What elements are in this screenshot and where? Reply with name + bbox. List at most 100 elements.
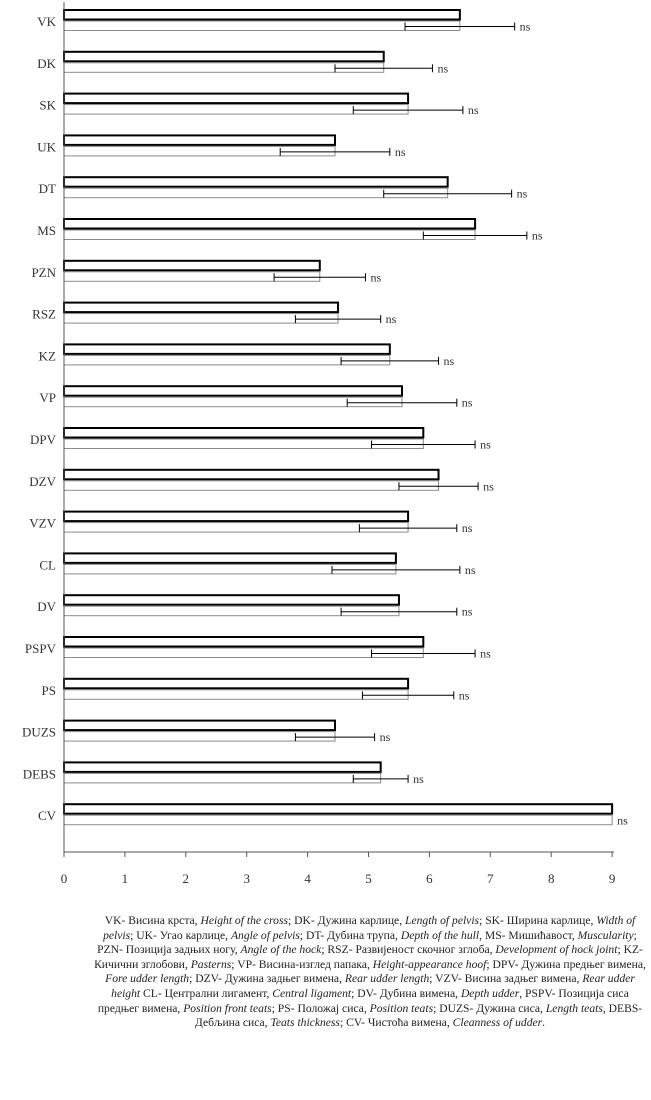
- category-label-kz: KZ: [39, 348, 56, 363]
- bar-dark-vk: [63, 9, 461, 21]
- category-label-vzv: VZV: [29, 516, 56, 531]
- bar-light-dk: [63, 62, 385, 73]
- bar-light-ps: [63, 689, 409, 700]
- category-label-ps: PS: [42, 683, 56, 698]
- significance-label-ms: ns: [532, 229, 543, 243]
- x-tick-label-1: 1: [122, 871, 129, 886]
- bar-dark-dt: [63, 176, 449, 188]
- significance-label-dt: ns: [517, 187, 528, 201]
- x-tick-label-0: 0: [61, 871, 68, 886]
- significance-label-uk: ns: [395, 145, 406, 159]
- bar-dark-dk: [63, 50, 385, 63]
- significance-label-rsz: ns: [386, 312, 397, 326]
- category-label-uk: UK: [37, 139, 56, 154]
- bar-dark-cl: [63, 552, 397, 564]
- caption-text: , MS- Мишићавост,: [479, 928, 578, 942]
- bar-dark-duzs: [63, 719, 337, 732]
- caption-term-en: Rear udder length: [344, 972, 430, 986]
- caption-term-en: Depth udder: [460, 986, 520, 1000]
- significance-label-vk: ns: [520, 20, 531, 34]
- x-tick-label-2: 2: [183, 871, 190, 886]
- bar-light-pzn: [63, 271, 321, 282]
- caption-text: ; VP- Висина-изглед папака,: [231, 957, 373, 971]
- category-label-dk: DK: [37, 56, 56, 71]
- caption-term-en: Width of pelvis: [103, 914, 636, 942]
- significance-label-cl: ns: [465, 563, 476, 577]
- caption-term-en: Cleanness of udder: [452, 1016, 543, 1030]
- caption-text: ; PS- Положај сиса,: [271, 1001, 370, 1015]
- significance-label-sk: ns: [468, 103, 479, 117]
- bar-dark-pzn: [63, 259, 321, 272]
- category-label-vp: VP: [39, 390, 56, 405]
- significance-label-vzv: ns: [462, 521, 473, 535]
- bar-dark-rsz: [63, 301, 340, 314]
- category-label-dt: DT: [39, 181, 56, 196]
- category-label-duzs: DUZS: [22, 725, 56, 740]
- caption-term-en: Teats thickness: [270, 1016, 340, 1030]
- category-label-cl: CL: [39, 557, 56, 572]
- caption-text: ; KZ- Кичични зглобови,: [94, 943, 643, 971]
- bar-light-sk: [63, 104, 409, 115]
- caption-term-en: Fore udder length: [105, 972, 190, 986]
- caption-text: ; DPV- Дужина предњег вимена,: [486, 957, 646, 971]
- bar-light-vp: [63, 396, 403, 408]
- bar-light-ms: [63, 229, 476, 240]
- caption-text: ; SK- Ширина карлице,: [479, 914, 597, 927]
- bar-light-uk: [63, 145, 336, 157]
- bar-light-rsz: [63, 313, 339, 324]
- caption-text: CL- Централни лигамент,: [140, 986, 273, 1000]
- x-tick-label-4: 4: [304, 871, 311, 886]
- x-tick-label-9: 9: [609, 871, 616, 886]
- caption-text: , DEBS- Дебљина сиса,: [194, 1001, 643, 1030]
- caption-text: ; DV- Дубина вимена,: [351, 986, 461, 1000]
- caption-term-en: Length teats: [545, 1001, 603, 1015]
- figure-caption: VK- Висина крста, Height of the cross; D…: [90, 914, 650, 1031]
- significance-label-debs: ns: [413, 772, 424, 786]
- bar-dark-uk: [63, 134, 337, 146]
- category-label-cv: CV: [38, 808, 57, 823]
- bar-dark-sk: [63, 92, 410, 105]
- category-label-rsz: RSZ: [32, 307, 56, 322]
- category-label-pspv: PSPV: [25, 641, 57, 656]
- caption-term-en: Central ligament: [272, 986, 352, 1000]
- caption-term-en: Height of the cross: [200, 914, 288, 927]
- caption-term-en: Angle of pelvis: [230, 928, 300, 942]
- caption-text: ; UK- Угао карлице,: [130, 928, 231, 942]
- bar-dark-dv: [63, 594, 400, 606]
- significance-label-pzn: ns: [370, 270, 381, 284]
- bar-light-dpv: [63, 438, 424, 449]
- category-label-pzn: PZN: [31, 265, 56, 280]
- x-tick-label-7: 7: [487, 871, 494, 886]
- caption-text: ; DK- Дужина карлице,: [287, 914, 405, 927]
- bar-dark-dzv: [63, 468, 440, 481]
- bar-light-dt: [63, 187, 449, 199]
- caption-term-en: Rear udder height: [111, 972, 635, 1000]
- category-label-debs: DEBS: [23, 766, 56, 781]
- caption-term-en: Pasterns: [190, 957, 232, 971]
- caption-text: .: [542, 1016, 546, 1030]
- significance-label-dpv: ns: [480, 438, 491, 452]
- bar-dark-ps: [63, 677, 410, 690]
- caption-term-en: Position teats: [369, 1001, 434, 1015]
- caption-text: ; PZN- Позиција задњих ногу,: [97, 928, 637, 957]
- bar-light-debs: [63, 772, 382, 784]
- caption-term-en: Depth of the hull: [400, 928, 480, 942]
- bar-dark-pspv: [63, 636, 425, 648]
- significance-label-dzv: ns: [483, 479, 494, 493]
- caption-term-en: Position front teats: [183, 1001, 272, 1015]
- category-label-dzv: DZV: [29, 474, 56, 489]
- bar-dark-debs: [63, 761, 382, 773]
- bar-dark-ms: [63, 218, 477, 230]
- bar-dark-vp: [63, 385, 403, 397]
- bar-dark-kz: [63, 343, 391, 355]
- caption-text: ; DUZS- Дужина сиса,: [433, 1001, 546, 1015]
- bar-dark-dpv: [63, 427, 425, 439]
- x-tick-label-3: 3: [243, 871, 250, 886]
- bar-light-vk: [63, 20, 461, 31]
- category-label-sk: SK: [39, 98, 56, 113]
- x-tick-label-5: 5: [365, 871, 372, 886]
- caption-term-en: Length of pelvis: [405, 914, 480, 927]
- caption-text: VK- Висина крста,: [104, 914, 201, 927]
- caption-text: ; DZV- Дужина задњег вимена,: [189, 972, 345, 986]
- caption-text: , PSPV- Позиција сиса предњег вимена,: [97, 986, 629, 1015]
